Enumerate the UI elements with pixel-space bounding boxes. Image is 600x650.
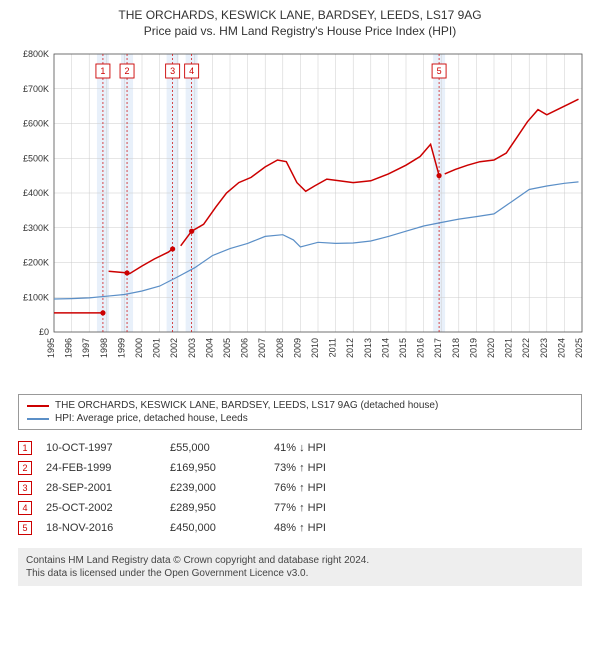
line-chart: £0 £100K £200K £300K £400K £500K £600K £700K £80… — [10, 46, 590, 386]
transaction-delta: 73% ↑ HPI — [274, 462, 394, 474]
transaction-row: 2 24-FEB-1999 £169,950 73% ↑ HPI — [18, 458, 582, 478]
transaction-price: £169,950 — [170, 462, 260, 474]
svg-text:2023: 2023 — [539, 338, 549, 358]
svg-text:2002: 2002 — [169, 338, 179, 358]
svg-text:2007: 2007 — [257, 338, 267, 358]
svg-text:2015: 2015 — [398, 338, 408, 358]
svg-text:£200K: £200K — [23, 258, 49, 268]
svg-text:2013: 2013 — [363, 338, 373, 358]
footer-attribution: Contains HM Land Registry data © Crown c… — [18, 548, 582, 586]
svg-text:1997: 1997 — [81, 338, 91, 358]
svg-text:£100K: £100K — [23, 292, 49, 302]
svg-text:£500K: £500K — [23, 153, 49, 163]
svg-text:2021: 2021 — [504, 338, 514, 358]
svg-text:£0: £0 — [39, 327, 49, 337]
svg-text:2000: 2000 — [134, 338, 144, 358]
svg-text:£400K: £400K — [23, 188, 49, 198]
transaction-marker: 1 — [18, 441, 32, 455]
chart-area: £0 £100K £200K £300K £400K £500K £600K £700K £80… — [10, 46, 590, 386]
chart-title-line2: Price paid vs. HM Land Registry's House … — [10, 24, 590, 38]
transaction-row: 4 25-OCT-2002 £289,950 77% ↑ HPI — [18, 498, 582, 518]
svg-text:4: 4 — [189, 66, 194, 76]
svg-text:2020: 2020 — [486, 338, 496, 358]
transaction-price: £289,950 — [170, 502, 260, 514]
legend-swatch — [27, 405, 49, 407]
svg-text:1995: 1995 — [46, 338, 56, 358]
svg-text:2005: 2005 — [222, 338, 232, 358]
legend-swatch — [27, 418, 49, 420]
footer-line2: This data is licensed under the Open Gov… — [26, 567, 574, 580]
svg-text:2: 2 — [125, 66, 130, 76]
transaction-delta: 77% ↑ HPI — [274, 502, 394, 514]
transaction-price: £239,000 — [170, 482, 260, 494]
chart-title-block: THE ORCHARDS, KESWICK LANE, BARDSEY, LEE… — [0, 0, 600, 42]
svg-text:2024: 2024 — [556, 338, 566, 358]
transaction-marker: 4 — [18, 501, 32, 515]
svg-text:2014: 2014 — [380, 338, 390, 358]
legend-item: THE ORCHARDS, KESWICK LANE, BARDSEY, LEE… — [27, 399, 573, 412]
legend-label: THE ORCHARDS, KESWICK LANE, BARDSEY, LEE… — [55, 400, 438, 411]
transaction-date: 24-FEB-1999 — [46, 462, 156, 474]
svg-text:2012: 2012 — [345, 338, 355, 358]
legend-label: HPI: Average price, detached house, Leed… — [55, 413, 248, 424]
transaction-date: 28-SEP-2001 — [46, 482, 156, 494]
transaction-delta: 76% ↑ HPI — [274, 482, 394, 494]
svg-text:3: 3 — [170, 66, 175, 76]
svg-text:2009: 2009 — [292, 338, 302, 358]
svg-text:£700K: £700K — [23, 84, 49, 94]
svg-text:2001: 2001 — [152, 338, 162, 358]
svg-text:2025: 2025 — [574, 338, 584, 358]
svg-text:1: 1 — [100, 66, 105, 76]
svg-text:£600K: £600K — [23, 119, 49, 129]
svg-text:1999: 1999 — [116, 338, 126, 358]
svg-text:2004: 2004 — [204, 338, 214, 358]
svg-text:2011: 2011 — [328, 338, 338, 357]
transaction-date: 10-OCT-1997 — [46, 442, 156, 454]
svg-text:£800K: £800K — [23, 49, 49, 59]
svg-text:2019: 2019 — [468, 338, 478, 358]
svg-text:2018: 2018 — [451, 338, 461, 358]
chart-title-line1: THE ORCHARDS, KESWICK LANE, BARDSEY, LEE… — [10, 8, 590, 22]
svg-text:2008: 2008 — [275, 338, 285, 358]
transaction-date: 18-NOV-2016 — [46, 522, 156, 534]
svg-text:£300K: £300K — [23, 223, 49, 233]
legend-item: HPI: Average price, detached house, Leed… — [27, 412, 573, 425]
footer-line1: Contains HM Land Registry data © Crown c… — [26, 554, 574, 567]
legend: THE ORCHARDS, KESWICK LANE, BARDSEY, LEE… — [18, 394, 582, 430]
transaction-delta: 41% ↓ HPI — [274, 442, 394, 454]
svg-text:5: 5 — [437, 66, 442, 76]
transaction-row: 3 28-SEP-2001 £239,000 76% ↑ HPI — [18, 478, 582, 498]
svg-text:2017: 2017 — [433, 338, 443, 358]
svg-text:2003: 2003 — [187, 338, 197, 358]
transaction-date: 25-OCT-2002 — [46, 502, 156, 514]
svg-text:1998: 1998 — [99, 338, 109, 358]
svg-text:2006: 2006 — [240, 338, 250, 358]
transaction-row: 1 10-OCT-1997 £55,000 41% ↓ HPI — [18, 438, 582, 458]
transaction-marker: 2 — [18, 461, 32, 475]
transaction-price: £55,000 — [170, 442, 260, 454]
transaction-row: 5 18-NOV-2016 £450,000 48% ↑ HPI — [18, 518, 582, 538]
svg-text:2022: 2022 — [521, 338, 531, 358]
svg-text:1996: 1996 — [64, 338, 74, 358]
transaction-marker: 3 — [18, 481, 32, 495]
transaction-price: £450,000 — [170, 522, 260, 534]
svg-text:2010: 2010 — [310, 338, 320, 358]
transactions-table: 1 10-OCT-1997 £55,000 41% ↓ HPI 2 24-FEB-1999… — [18, 438, 582, 538]
svg-text:2016: 2016 — [416, 338, 426, 358]
transaction-delta: 48% ↑ HPI — [274, 522, 394, 534]
transaction-marker: 5 — [18, 521, 32, 535]
